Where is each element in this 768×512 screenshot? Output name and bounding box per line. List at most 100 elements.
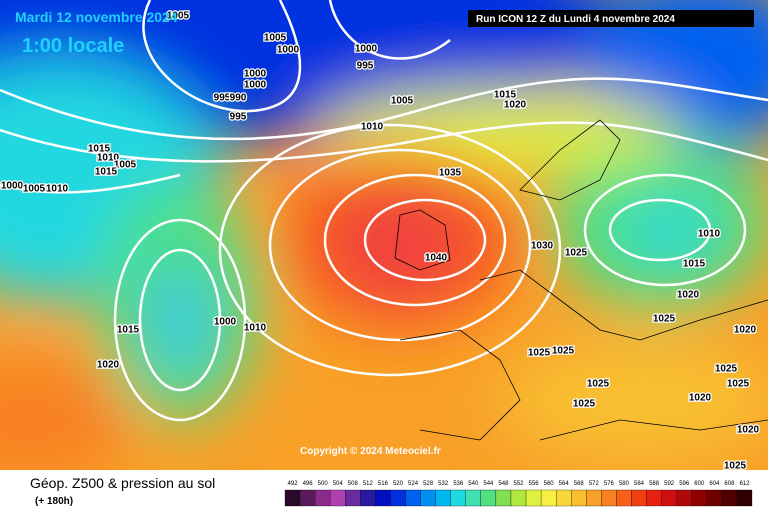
colorbar-label: 536 xyxy=(453,481,464,487)
isobar-label: 1000 xyxy=(214,317,237,328)
colorbar-swatch xyxy=(420,489,436,507)
isobar-label: 1000 xyxy=(1,181,24,192)
colorbar-label: 512 xyxy=(363,481,374,487)
colorbar-label: 584 xyxy=(634,481,645,487)
colorbar-swatch xyxy=(586,489,602,507)
colorbar-swatch xyxy=(510,489,527,507)
colorbar-swatch xyxy=(284,489,301,507)
colorbar-label: 524 xyxy=(408,481,419,487)
colorbar-label: 508 xyxy=(348,481,359,487)
isobar-label: 1015 xyxy=(683,259,706,270)
colorbar-swatch xyxy=(631,489,647,507)
colorbar-swatch xyxy=(435,489,451,507)
isobar-label: 1010 xyxy=(361,122,384,133)
colorbar-label: 544 xyxy=(483,481,494,487)
colorbar-swatch xyxy=(390,489,406,507)
colorbar-label: 564 xyxy=(559,481,570,487)
map-time: 1:00 locale xyxy=(22,35,124,57)
colorbar-swatch xyxy=(330,489,346,507)
colorbar-label: 608 xyxy=(724,481,735,487)
colorbar-swatch xyxy=(676,489,692,507)
run-box xyxy=(468,10,754,27)
colorbar-label: 604 xyxy=(709,481,720,487)
isobar-label: 1030 xyxy=(531,241,554,252)
isobar-label: 1020 xyxy=(677,290,700,301)
colorbar-swatch xyxy=(345,489,361,507)
isobar-label: 1005 xyxy=(114,160,137,171)
isobar-label: 1000 xyxy=(355,44,378,55)
isobar-label: 1025 xyxy=(724,461,747,472)
isobar-label: 1035 xyxy=(439,168,462,179)
isobar-label: 1000 xyxy=(277,45,300,56)
colorbar-swatch xyxy=(721,489,738,507)
isobar-label: 1025 xyxy=(565,248,588,259)
isobar-label: 995 xyxy=(214,93,231,104)
isobar-label: 995 xyxy=(357,61,374,72)
isobar-label: 1040 xyxy=(425,253,448,264)
isobar-label: 1025 xyxy=(528,348,551,359)
colorbar-label: 592 xyxy=(664,481,675,487)
colorbar-swatch xyxy=(736,489,753,507)
isobar-label: 1005 xyxy=(391,96,414,107)
colorbar-swatch xyxy=(299,489,316,507)
isobar-label: 1020 xyxy=(97,360,120,371)
colorbar-label: 576 xyxy=(604,481,615,487)
isobar-label: 1015 xyxy=(88,144,111,155)
colorbar-label: 500 xyxy=(318,481,329,487)
colorbar-label: 588 xyxy=(649,481,660,487)
copyright: Copyright © 2024 Meteociel.fr xyxy=(300,446,441,457)
isobar-label: 1025 xyxy=(587,379,610,390)
colorbar-label: 516 xyxy=(378,481,389,487)
colorbar-label: 560 xyxy=(544,481,555,487)
isobar-label: 1020 xyxy=(734,325,757,336)
isobar-label: 1025 xyxy=(715,364,738,375)
isobar-label: 1000 xyxy=(244,80,267,91)
isobar-label: 1020 xyxy=(504,100,527,111)
colorbar-swatch xyxy=(616,489,632,507)
isobar-label: 1005 xyxy=(167,11,190,22)
colorbar-label: 572 xyxy=(589,481,600,487)
colorbar-swatch xyxy=(556,489,572,507)
isobar-label: 1025 xyxy=(727,379,750,390)
colorbar-label: 528 xyxy=(423,481,434,487)
colorbar-label: 540 xyxy=(468,481,479,487)
map-date: Mardi 12 novembre 2024 xyxy=(15,9,178,25)
isobar-label: 1010 xyxy=(46,184,69,195)
colorbar-label: 568 xyxy=(574,481,585,487)
run-info: Run ICON 12 Z du Lundi 4 novembre 2024 xyxy=(476,14,675,25)
colorbar-label: 496 xyxy=(303,481,314,487)
isobar-label: 1025 xyxy=(573,399,596,410)
colorbar-label: 532 xyxy=(438,481,449,487)
colorbar-label: 520 xyxy=(393,481,404,487)
colorbar-swatch xyxy=(571,489,587,507)
isobar-label: 990 xyxy=(230,93,247,104)
colorbar-label: 596 xyxy=(679,481,690,487)
isobar-label: 1015 xyxy=(95,167,118,178)
colorbar-label: 504 xyxy=(333,481,344,487)
colorbar-swatch xyxy=(465,489,481,507)
colorbar-label: 548 xyxy=(498,481,509,487)
footer-title: Géop. Z500 & pression au sol xyxy=(30,475,215,491)
isobar-label: 995 xyxy=(230,112,247,123)
colorbar-swatch xyxy=(314,489,331,507)
colorbar-label: 600 xyxy=(694,481,705,487)
isobar-label: 1010 xyxy=(698,229,721,240)
colorbar-swatch xyxy=(540,489,557,507)
isobar-label: 1025 xyxy=(552,346,575,357)
footer-step: (+ 180h) xyxy=(35,496,73,507)
colorbar-swatch xyxy=(450,489,466,507)
isobar-label: 1015 xyxy=(117,325,140,336)
colorbar-swatch xyxy=(525,489,542,507)
colorbar: 492 496 500 504 508 512 516 520 524 528 532 536 540 5… xyxy=(284,481,753,507)
colorbar-swatch xyxy=(661,489,677,507)
isobar-label: 1025 xyxy=(653,314,676,325)
isobar-label: 1005 xyxy=(23,184,46,195)
colorbar-label: 552 xyxy=(513,481,524,487)
isobar-label: 1020 xyxy=(737,425,760,436)
colorbar-swatch xyxy=(480,489,497,507)
colorbar-label: 492 xyxy=(288,481,299,487)
colorbar-swatch xyxy=(646,489,662,507)
map-field xyxy=(0,0,768,470)
isobar-label: 1020 xyxy=(689,393,712,404)
isobar-label: 1000 xyxy=(244,69,267,80)
